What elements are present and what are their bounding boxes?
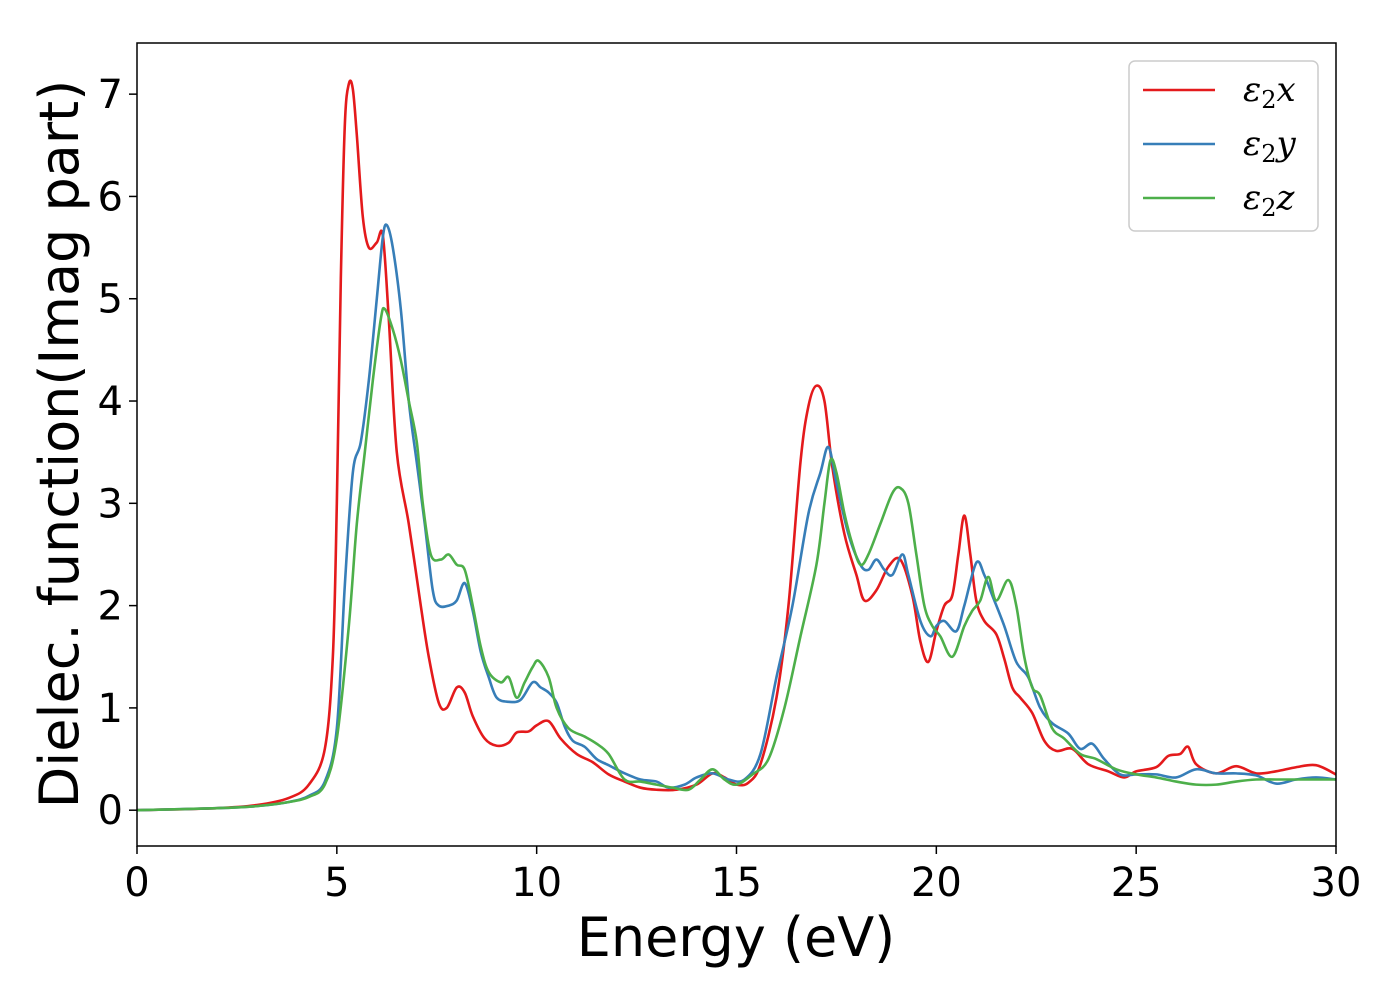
y-tick-label: 0	[98, 788, 123, 834]
series-line-z	[137, 306, 1336, 812]
y-tick-label: 5	[98, 277, 123, 323]
series-lines	[137, 79, 1336, 812]
legend-entries: ε2x ε2y ε2z	[1143, 70, 1297, 222]
series-line-x	[137, 79, 1336, 812]
y-tick-label: 4	[98, 379, 123, 425]
legend-box	[1128, 60, 1319, 232]
y-tick-label: 6	[98, 174, 123, 220]
x-tick-label: 10	[511, 860, 562, 906]
legend-label-x: ε2x	[1243, 70, 1296, 114]
x-tick-label: 20	[911, 860, 962, 906]
x-tick-label: 0	[124, 860, 149, 906]
y-tick-label: 3	[98, 481, 123, 527]
x-axis-label: Energy (eV)	[577, 906, 896, 969]
y-axis: 0 1 2 3 4 5 6 7	[98, 72, 137, 834]
legend-label-y: ε2y	[1243, 124, 1297, 168]
x-tick-label: 30	[1311, 860, 1362, 906]
legend: ε2x ε2y ε2z	[1128, 60, 1319, 232]
y-tick-label: 7	[98, 72, 123, 118]
x-tick-label: 25	[1111, 860, 1162, 906]
legend-label-z: ε2z	[1243, 178, 1296, 222]
x-tick-label: 15	[711, 860, 762, 906]
y-tick-label: 2	[98, 584, 123, 630]
x-tick-label: 5	[324, 860, 349, 906]
y-axis-label: Dielec. function(Imag part)	[28, 80, 91, 809]
y-tick-label: 1	[98, 686, 123, 732]
series-line-y	[137, 223, 1336, 812]
x-axis: 0 5 10 15 20 25 30	[124, 846, 1361, 906]
